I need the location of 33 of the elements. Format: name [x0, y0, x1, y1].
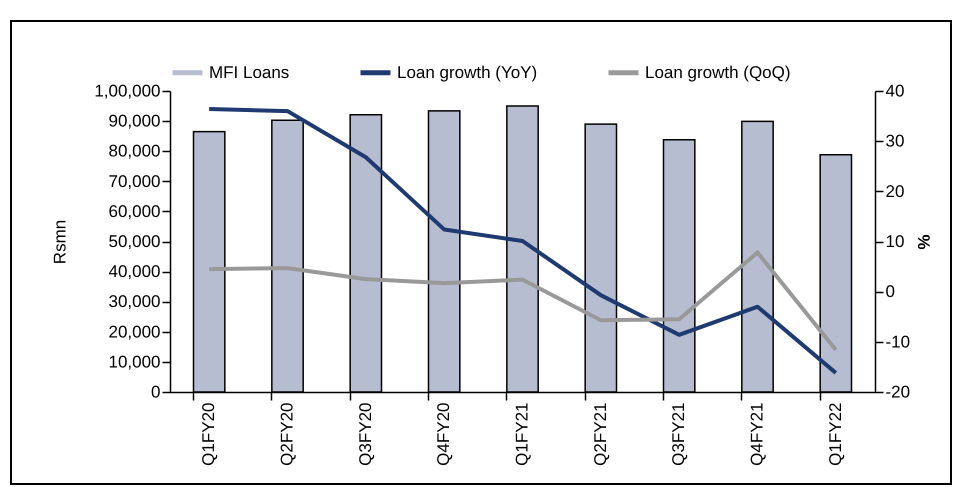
y2-tick-label: -10: [886, 332, 910, 352]
text: 80,000: [108, 142, 160, 161]
y-axis-title: Rsmn: [50, 220, 70, 264]
x-tick-label: Q3FY21: [669, 402, 688, 466]
x-tick-label: Q4FY20: [434, 402, 454, 466]
y2-tick-label: -20: [886, 382, 910, 402]
x-tick-label: Q2FY21: [590, 402, 610, 466]
x-tick-label: Q1FY21: [512, 402, 532, 466]
y2-tick-label: 0: [886, 282, 895, 302]
text: 50,000: [108, 232, 160, 251]
legend-label: MFI Loans: [209, 62, 290, 82]
text: 90,000: [108, 112, 160, 131]
y2-tick-label: 10: [886, 232, 904, 251]
x-tick-label: Q1FY22: [826, 402, 845, 466]
x-tick-label: Q2FY20: [278, 402, 296, 466]
y-tick-label: 1,00,000: [94, 82, 160, 100]
text: 30,000: [108, 292, 160, 312]
text: 40,000: [108, 262, 160, 282]
text: 60,000: [108, 202, 160, 221]
x-tick-label: Q3FY20: [356, 402, 375, 466]
text: 10,000: [108, 352, 160, 372]
text: 70,000: [108, 172, 160, 191]
y2-tick-label: 30: [886, 132, 904, 151]
x-tick-label: Q1FY20: [199, 402, 218, 466]
line-series: [207, 107, 838, 375]
x-tick-label: Q4FY21: [748, 402, 766, 466]
text: 20,000: [108, 322, 160, 342]
legend-label: Loan growth (QoQ): [645, 62, 791, 82]
y2-tick-label: 20: [886, 182, 904, 201]
legend-label: Loan growth (YoY): [397, 62, 538, 82]
line-series: [207, 250, 838, 352]
y2-axis-title: %: [914, 234, 934, 250]
y2-tick-label: 40: [886, 82, 904, 100]
